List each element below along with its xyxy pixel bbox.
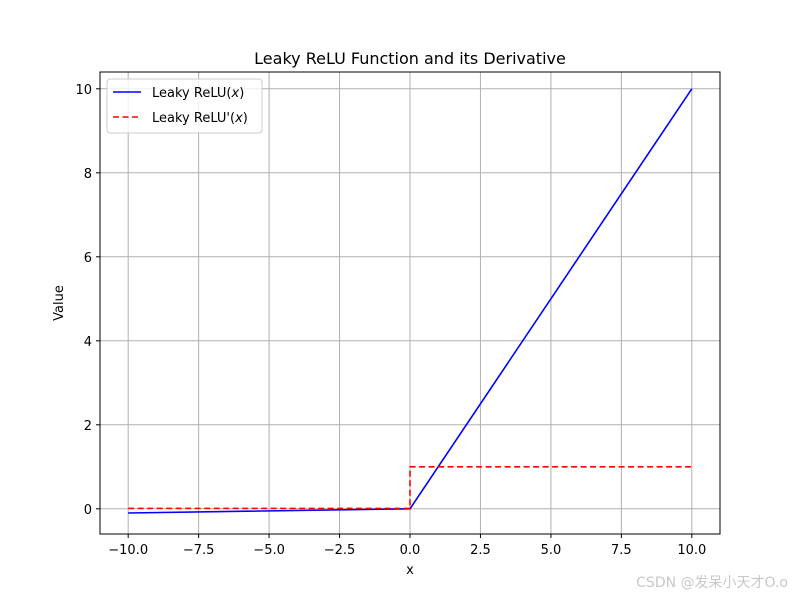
x-tick-label: 10.0 [677,543,706,558]
x-tick-label: −10.0 [108,543,148,558]
y-tick-label: 0 [84,503,92,518]
x-tick-label: 2.5 [470,543,491,558]
series-lines [128,88,693,514]
legend-label-leaky-relu: Leaky ReLU(x) [152,86,244,101]
legend-label-leaky-relu-derivative: Leaky ReLU'(x) [152,111,248,126]
x-tick-label: −2.5 [324,543,356,558]
y-tick-label: 2 [84,419,92,434]
x-tick-label: −5.0 [253,543,285,558]
legend: Leaky ReLU(x) Leaky ReLU'(x) [106,78,263,134]
x-axis-label: x [406,563,414,578]
x-tick-label: 0.0 [400,543,421,558]
x-tick-label: 5.0 [541,543,562,558]
legend-box [106,78,263,134]
axis-ticks: −10.0 −7.5 −5.0 −2.5 0.0 2.5 5.0 7.5 10.0 0 2 4 6 8 10 [75,83,706,558]
y-tick-label: 8 [84,167,92,182]
leaky-relu-line [128,88,693,514]
watermark: CSDN @发呆小天才O.o [636,575,788,591]
x-tick-label: −7.5 [183,543,215,558]
y-axis-label: Value [52,285,67,321]
x-tick-label: 7.5 [611,543,632,558]
y-tick-label: 6 [84,251,92,266]
y-tick-label: 10 [75,83,92,98]
y-tick-label: 4 [84,335,92,350]
chart-title: Leaky ReLU Function and its Derivative [254,49,566,68]
